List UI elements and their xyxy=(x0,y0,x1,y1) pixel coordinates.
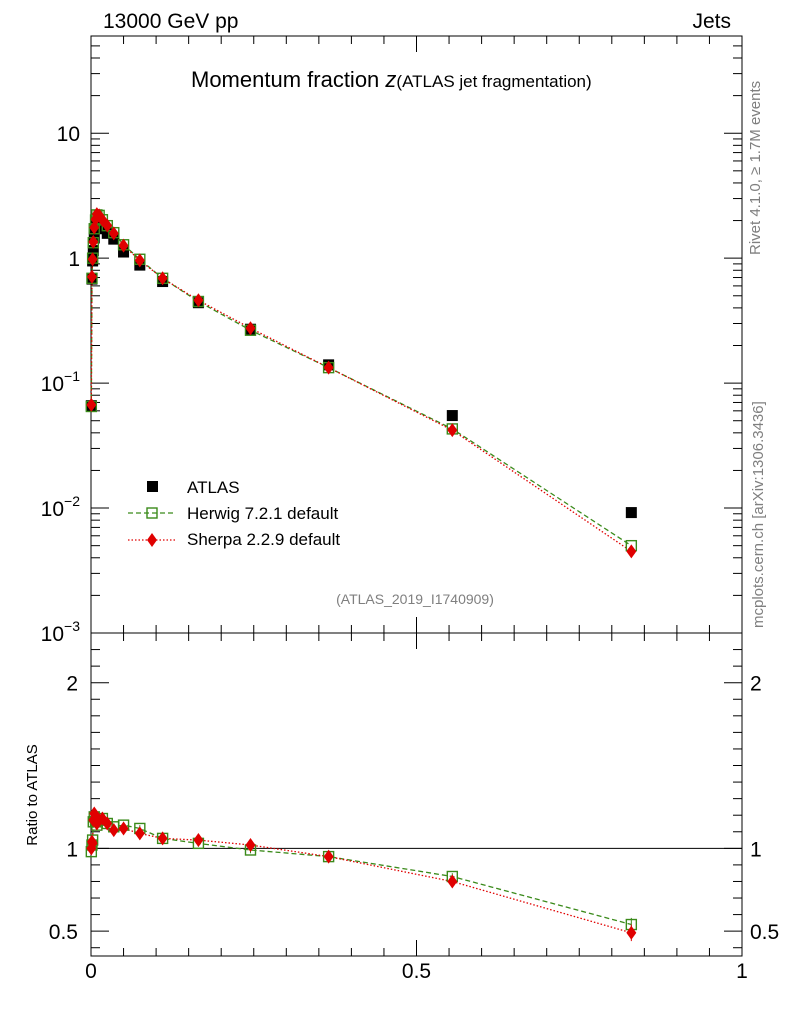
ratio-diamond-marker xyxy=(626,925,637,940)
main-y-tick-exponent: −2 xyxy=(64,493,80,509)
legend: ATLAS Herwig 7.2.1 default Sherpa 2.2.9 … xyxy=(128,478,340,549)
main-series-lines xyxy=(90,213,632,552)
ratio-diamond-marker xyxy=(118,821,129,836)
energy-label: 13000 GeV pp xyxy=(103,10,238,33)
main-diamond-marker xyxy=(157,271,168,286)
main-series-line xyxy=(90,213,632,552)
ratio-frame xyxy=(90,632,743,957)
chart-title-main: Momentum fraction xyxy=(191,67,385,92)
main-y-tick-base: 10 xyxy=(57,123,80,146)
main-square-marker xyxy=(101,227,113,239)
ratio-y-tick-label-right: 2 xyxy=(750,673,762,696)
legend-label-atlas: ATLAS xyxy=(187,478,240,497)
main-diamond-marker xyxy=(323,360,334,375)
main-diamond-marker xyxy=(118,238,129,253)
ratio-series-line xyxy=(90,816,632,926)
ratio-series-line xyxy=(90,813,632,934)
ratio-y-ticks: 2 2 1 1 0.5 0.5 xyxy=(49,649,779,949)
main-diamond-marker xyxy=(134,253,145,268)
chart-title-z: z xyxy=(384,67,396,92)
main-y-tick-label: 10−2 xyxy=(41,493,81,521)
ratio-y-tick-label-right: 1 xyxy=(750,838,762,861)
jets-label: Jets xyxy=(692,10,731,33)
ratio-y-tick-label-left: 0.5 xyxy=(49,921,78,944)
ratio-y-tick-label-right: 0.5 xyxy=(750,921,779,944)
x-tick-label: 1 xyxy=(736,960,748,983)
ratio-series-lines xyxy=(90,813,632,934)
ratio-panel: 2 21 10.5 0.5 0 0.5 1 Ratio to ATLAS xyxy=(24,632,779,983)
ratio-diamond-marker xyxy=(87,836,98,851)
legend-label-herwig: Herwig 7.2.1 default xyxy=(187,504,338,523)
rivet-version-label: Rivet 4.1.0, ≥ 1.7M events xyxy=(747,81,764,255)
main-diamond-marker xyxy=(245,321,256,336)
main-square-marker xyxy=(446,410,458,422)
analysis-id: (ATLAS_2019_I1740909) xyxy=(336,591,494,607)
main-diamond-marker xyxy=(447,423,458,438)
main-y-tick-exponent: −3 xyxy=(64,618,80,634)
legend-marker-atlas xyxy=(147,481,158,492)
mcplots-label: mcplots.cern.ch [arXiv:1306.3436] xyxy=(750,401,767,628)
ratio-y-tick-label-left: 1 xyxy=(66,838,78,861)
main-y-tick-label: 10−3 xyxy=(41,618,81,646)
ratio-diamond-marker xyxy=(245,838,256,853)
main-diamond-marker xyxy=(88,234,99,249)
ratio-y-axis-label: Ratio to ATLAS xyxy=(24,744,41,845)
ratio-diamond-marker xyxy=(108,823,119,838)
main-diamond-marker xyxy=(86,397,97,412)
main-diamond-marker xyxy=(193,293,204,308)
main-square-marker xyxy=(625,507,637,519)
main-diamond-marker xyxy=(108,226,119,241)
ratio-diamond-marker xyxy=(447,874,458,889)
main-diamond-marker xyxy=(86,269,97,284)
main-square-marker xyxy=(87,245,99,257)
ratio-series-marks xyxy=(85,806,638,942)
main-diamond-marker xyxy=(87,252,98,267)
main-y-tick-base: 10 xyxy=(41,623,64,646)
main-diamond-marker xyxy=(102,218,113,233)
ratio-diamond-marker xyxy=(323,849,334,864)
main-y-tick-base: 1 xyxy=(68,248,80,271)
main-y-tick-label: 10 xyxy=(57,123,80,146)
ratio-x-ticks: 0 0.5 1 xyxy=(85,633,748,983)
legend-label-sherpa: Sherpa 2.2.9 default xyxy=(187,530,340,549)
main-y-tick-label: 1 xyxy=(68,248,80,271)
ratio-y-tick-label-left: 2 xyxy=(66,673,78,696)
main-y-tick-exponent: −1 xyxy=(64,368,80,384)
legend-marker-herwig xyxy=(146,507,158,519)
x-tick-label: 0 xyxy=(85,960,97,983)
main-y-tick-base: 10 xyxy=(41,498,64,521)
ratio-diamond-marker xyxy=(102,816,113,831)
chart-title: Momentum fraction z(ATLAS jet fragmentat… xyxy=(191,67,592,92)
main-y-tick-base: 10 xyxy=(41,373,64,396)
ratio-diamond-marker xyxy=(193,833,204,848)
ratio-diamond-marker xyxy=(157,831,168,846)
main-y-tick-label: 10−1 xyxy=(41,368,81,396)
chart-title-sub: (ATLAS jet fragmentation) xyxy=(396,72,591,91)
ratio-diamond-marker xyxy=(134,826,145,841)
main-series-marks xyxy=(85,207,638,559)
x-tick-label: 0.5 xyxy=(402,960,431,983)
main-x-ticks xyxy=(90,36,743,633)
legend-marker-sherpa xyxy=(147,533,157,547)
main-diamond-marker xyxy=(626,544,637,559)
